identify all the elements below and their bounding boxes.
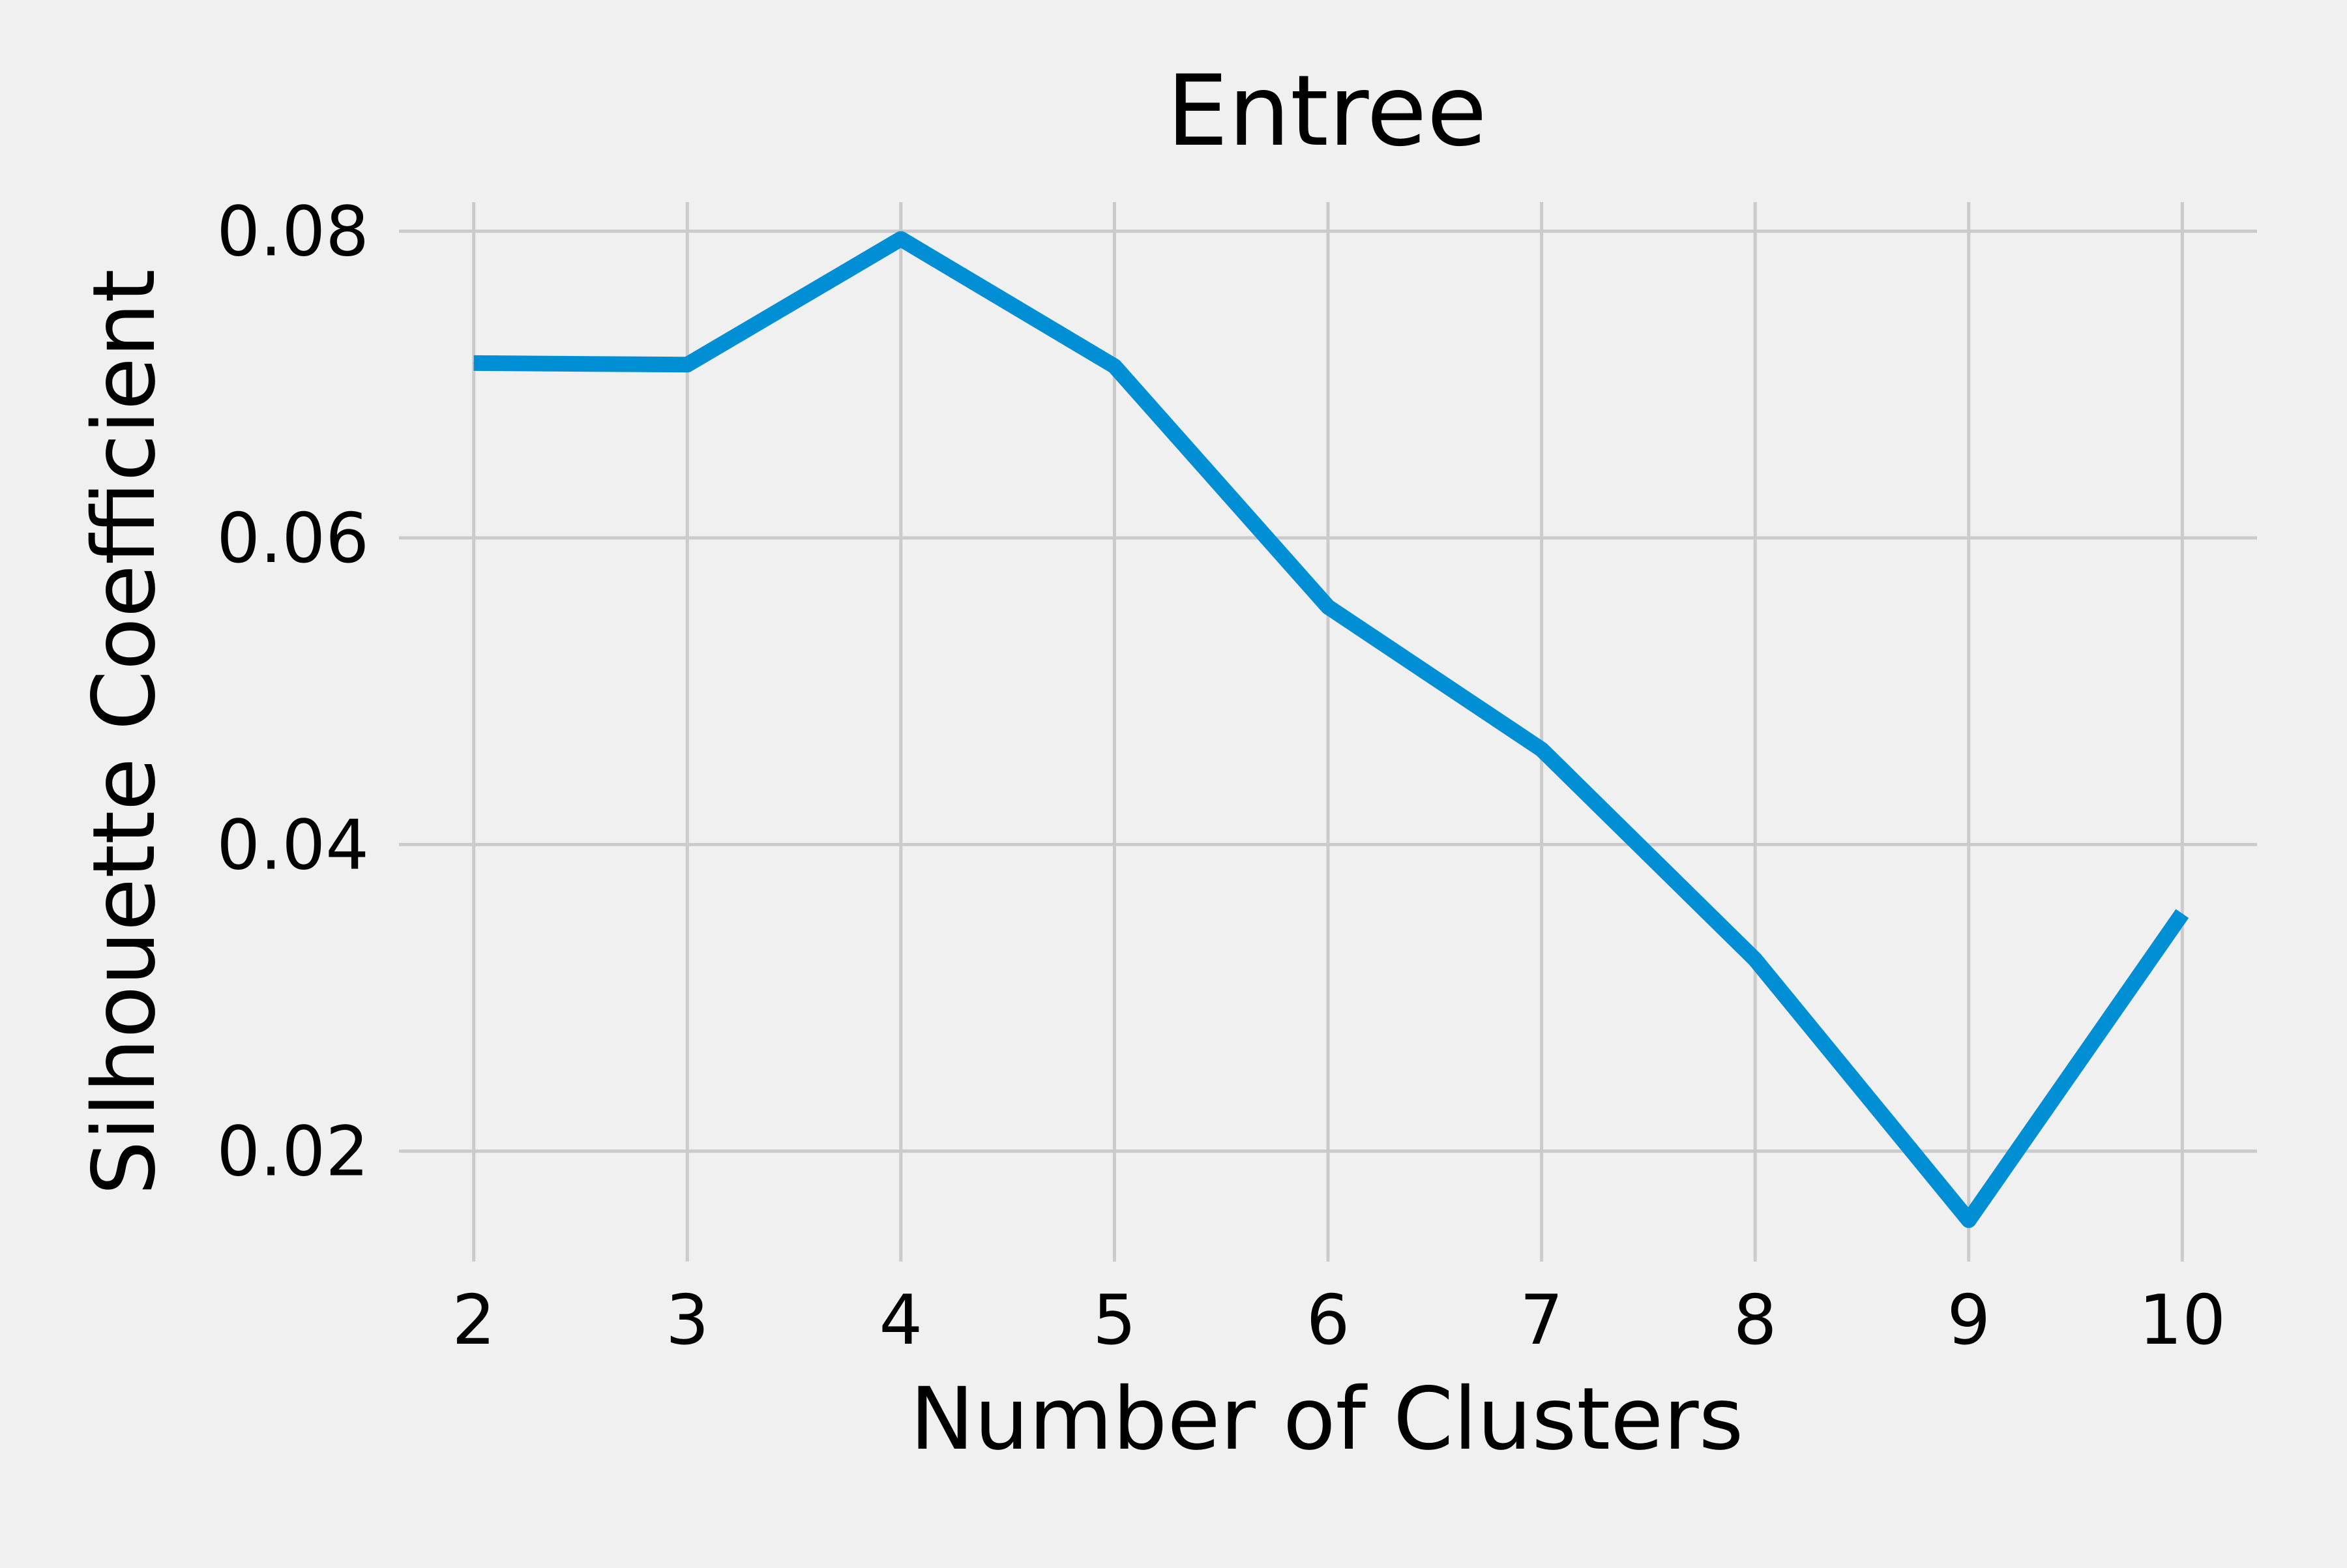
data-point (686, 364, 688, 365)
series-layer (473, 231, 2189, 1228)
grid (399, 202, 2257, 1262)
x-tick-label: 4 (879, 1280, 923, 1360)
y-axis-label: Silhouette Coefficient (74, 269, 175, 1196)
data-point (1327, 606, 1329, 608)
x-axis-label: Number of Clusters (910, 1369, 1744, 1470)
x-tick-label: 5 (1093, 1280, 1136, 1360)
y-tick-label: 0.08 (216, 192, 369, 272)
x-tick-label: 6 (1306, 1280, 1350, 1360)
data-point (1754, 959, 1756, 960)
data-point (1541, 749, 1543, 750)
x-tick-label: 2 (452, 1280, 495, 1360)
x-tick-label: 10 (2139, 1280, 2226, 1360)
chart-title: Entree (1166, 55, 1487, 168)
y-tick-label: 0.06 (216, 499, 369, 578)
data-point (2181, 913, 2183, 914)
x-tick-label: 9 (1947, 1280, 1990, 1360)
x-tick-label: 7 (1520, 1280, 1563, 1360)
x-tick-label: 3 (666, 1280, 709, 1360)
x-tick-label: 8 (1734, 1280, 1777, 1360)
tick-labels: 2 3 4 5 6 7 8 9 10 0.02 0.04 0.06 0.08 (216, 192, 2226, 1360)
y-tick-label: 0.04 (216, 805, 369, 885)
data-point (473, 362, 475, 364)
y-tick-label: 0.02 (216, 1112, 369, 1192)
